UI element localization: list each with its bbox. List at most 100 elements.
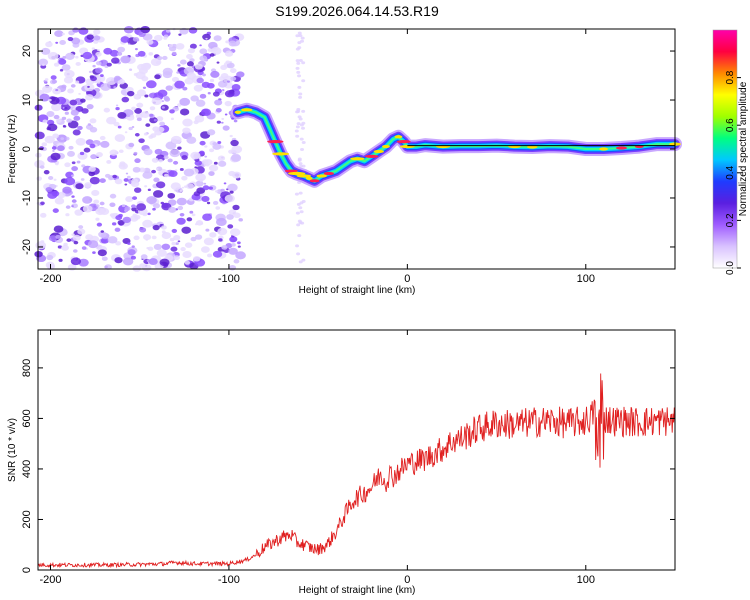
spectral-speckle: [111, 222, 117, 226]
spectral-speckle: [152, 207, 156, 211]
spectral-speckle: [145, 123, 151, 127]
spectral-speckle: [295, 66, 300, 70]
spectral-speckle: [156, 116, 164, 122]
spectral-speckle: [143, 148, 153, 156]
spectral-speckle: [204, 159, 213, 166]
ridge-hotspot: [394, 135, 403, 139]
spectral-speckle: [65, 213, 70, 217]
spectral-speckle: [208, 164, 219, 172]
ridge-hotspot: [350, 157, 365, 161]
spectral-speckle: [75, 61, 81, 66]
spectral-speckle: [161, 225, 167, 230]
spectral-speckle: [161, 100, 165, 103]
spectral-speckle: [226, 214, 234, 220]
spectral-speckle: [113, 86, 117, 89]
spectral-speckle: [64, 111, 69, 115]
spectral-speckle: [149, 113, 154, 117]
spectral-speckle: [70, 109, 79, 116]
spectrogram-y-axis-label: Frequency (Hz): [7, 115, 18, 184]
snr-plot-area: [38, 330, 675, 570]
spectral-speckle: [161, 231, 172, 240]
spectral-speckle: [117, 46, 126, 53]
spectral-speckle: [35, 241, 47, 250]
ridge-hotspot: [381, 144, 390, 149]
spectral-speckle: [73, 115, 81, 121]
spectral-speckle: [47, 191, 58, 199]
spectral-speckle: [61, 116, 67, 121]
spectral-speckle: [91, 189, 100, 197]
spectral-speckle: [95, 207, 106, 216]
spectral-speckle: [68, 145, 74, 150]
spectral-speckle: [117, 125, 122, 129]
spectral-speckle: [53, 62, 60, 67]
spectral-speckle: [99, 135, 106, 141]
spectral-speckle: [295, 244, 300, 248]
spectral-speckle: [146, 80, 157, 89]
spectral-speckle: [148, 93, 155, 98]
spectral-speckle: [199, 140, 206, 146]
spectral-speckle: [119, 161, 126, 166]
spectral-speckle: [168, 44, 173, 48]
spectral-speckle: [61, 84, 67, 89]
spectral-speckle: [213, 161, 218, 165]
spectrogram-x-axis-label: Height of straight line (km): [299, 285, 416, 296]
spectral-speckle: [229, 190, 234, 194]
spectral-speckle: [127, 90, 135, 97]
spectral-speckle: [75, 55, 79, 59]
spectral-speckle: [217, 227, 228, 236]
colorbar-frame: [712, 29, 738, 269]
spectral-speckle: [117, 111, 127, 119]
spectral-speckle: [216, 120, 221, 124]
spectral-speckle: [133, 235, 140, 241]
spectral-speckle: [212, 141, 218, 146]
spectral-speckle: [296, 252, 301, 256]
spectral-speckle: [66, 118, 73, 123]
spectral-speckle: [106, 160, 112, 164]
spectrogram-y-ticks: -20 -10 0 10 20: [21, 45, 675, 255]
spectral-speckle: [71, 205, 74, 208]
spectral-speckle: [73, 240, 79, 245]
spectral-speckle: [202, 185, 210, 191]
spectral-speckle: [48, 98, 52, 102]
spectral-speckle: [62, 56, 67, 60]
spectral-speckle: [140, 254, 148, 260]
spectral-speckle: [71, 199, 77, 203]
colorbar: 0.0 0.2 0.4 0.6 0.8 Normalized spectral ampl…: [712, 29, 749, 275]
spectral-speckle: [131, 207, 137, 212]
ridge-hotspot: [599, 147, 608, 151]
spectral-speckle: [99, 178, 106, 183]
spectral-speckle: [131, 125, 135, 128]
x-tick-label: -200: [39, 574, 61, 586]
spectral-speckle: [160, 201, 165, 205]
spectral-speckle: [85, 94, 94, 101]
spectral-speckle: [89, 143, 96, 149]
spectral-speckle: [127, 42, 131, 45]
snr-frame: [37, 329, 676, 571]
spectral-speckle: [173, 160, 179, 165]
spectral-speckle: [195, 234, 203, 240]
spectral-speckle: [51, 103, 62, 112]
y-tick-label: -20: [21, 239, 33, 255]
spectral-speckle: [109, 202, 116, 208]
spectral-speckle: [224, 194, 235, 203]
spectral-speckle: [85, 139, 94, 146]
spectral-speckle: [121, 96, 130, 103]
spectral-speckle: [142, 86, 147, 89]
spectral-speckle: [186, 54, 193, 60]
spectral-speckle: [230, 76, 237, 81]
spectral-speckle: [196, 98, 200, 101]
spectral-speckle: [76, 160, 81, 164]
spectral-speckle: [139, 227, 147, 233]
spectral-speckle: [88, 70, 92, 73]
spectral-speckle: [299, 201, 304, 205]
spectral-speckle: [133, 73, 138, 76]
spectral-speckle: [105, 77, 117, 86]
ridge-hotspot: [305, 176, 313, 180]
spectral-speckle: [45, 41, 53, 48]
spectral-speckle: [59, 68, 64, 72]
spectral-speckle: [233, 119, 238, 123]
spectral-speckle: [158, 158, 164, 163]
spectral-speckle: [210, 47, 222, 55]
x-tick-label: -100: [218, 273, 240, 285]
spectral-speckle: [74, 209, 83, 216]
